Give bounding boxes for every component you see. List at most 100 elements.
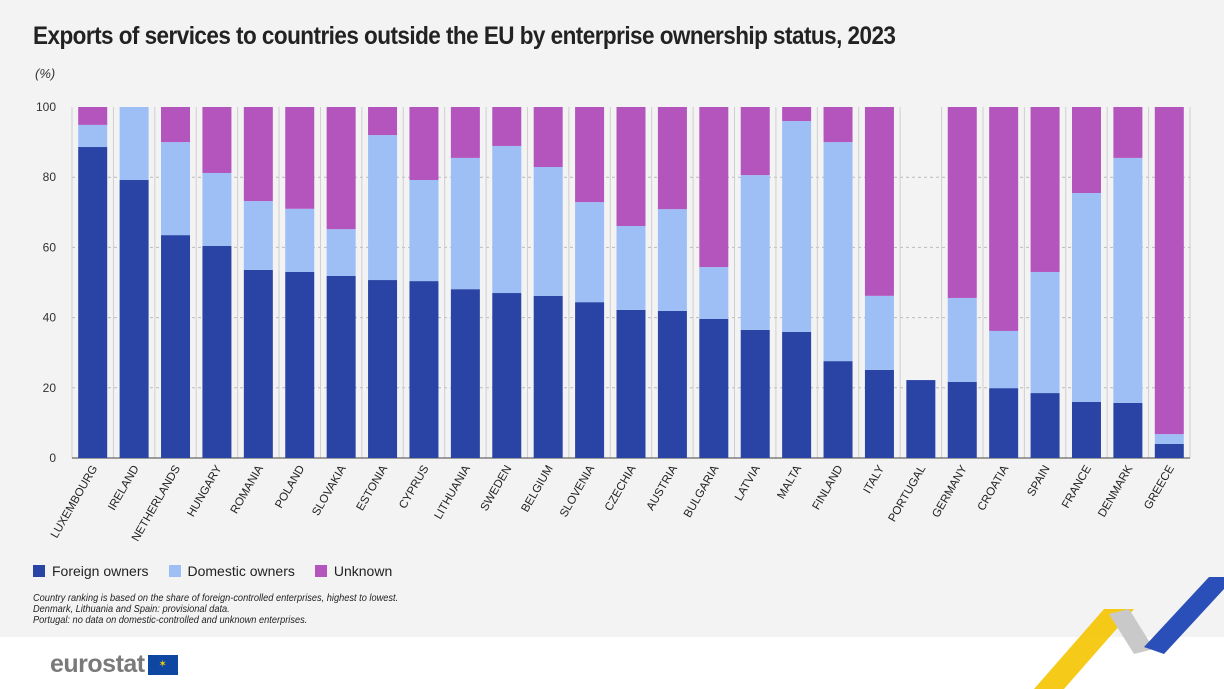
- y-tick-label: 100: [36, 100, 56, 114]
- bar-segment-unknown: [1030, 107, 1060, 272]
- bar-segment-unknown: [409, 107, 439, 181]
- chart-notes: Country ranking is based on the share of…: [33, 593, 398, 626]
- note: Country ranking is based on the share of…: [33, 592, 399, 604]
- bar-segment-domestic-owners: [699, 267, 729, 320]
- x-tick-label: ITALY: [862, 463, 888, 495]
- x-tick-label: LUXEMBOURG: [49, 463, 100, 540]
- bar-segment-unknown: [657, 107, 687, 210]
- x-tick-label: LATVIA: [733, 463, 763, 503]
- bar-segment-unknown: [450, 107, 480, 158]
- x-tick-label: CYPRUS: [397, 463, 432, 511]
- x-tick-label: SLOVENIA: [558, 463, 597, 519]
- bar-segment-foreign-owners: [161, 235, 191, 458]
- legend-item-foreign: Foreign owners: [33, 563, 149, 579]
- legend-swatch: [168, 565, 181, 577]
- bar-segment-unknown: [326, 107, 356, 230]
- bar-segment-domestic-owners: [947, 297, 977, 382]
- x-tick-label: CROATIA: [976, 463, 1012, 513]
- bar-segment-foreign-owners: [782, 331, 812, 458]
- y-tick-label: 0: [49, 451, 56, 465]
- x-tick-label: SLOVAKIA: [310, 463, 349, 518]
- bar-segment-foreign-owners: [119, 180, 149, 458]
- x-tick-label: ROMANIA: [229, 463, 266, 516]
- bar-segment-domestic-owners: [326, 229, 356, 276]
- x-tick-label: CZECHIA: [603, 463, 639, 513]
- bar-segment-foreign-owners: [285, 271, 315, 458]
- bar-segment-domestic-owners: [243, 201, 273, 270]
- x-tick-label: ESTONIA: [355, 463, 391, 513]
- bar-segment-foreign-owners: [492, 293, 522, 458]
- bar-segment-foreign-owners: [1071, 401, 1101, 458]
- y-axis-unit: (%): [35, 66, 56, 81]
- bar-segment-unknown: [989, 107, 1019, 331]
- bar-segment-foreign-owners: [450, 289, 480, 458]
- bar-segment-unknown: [1154, 107, 1184, 435]
- y-tick-label: 20: [43, 381, 57, 395]
- bar-segment-foreign-owners: [989, 388, 1019, 458]
- bar-segment-domestic-owners: [864, 295, 894, 370]
- x-tick-label: HUNGARY: [185, 463, 224, 519]
- x-tick-label: FRANCE: [1060, 463, 1094, 510]
- bar-segment-unknown: [740, 107, 770, 176]
- bar-segment-unknown: [1071, 107, 1101, 193]
- bar-segment-foreign-owners: [326, 275, 356, 458]
- bar-segment-foreign-owners: [699, 319, 729, 458]
- bar-segment-domestic-owners: [492, 145, 522, 294]
- x-tick-label: LITHUANIA: [433, 463, 474, 521]
- bar-segment-domestic-owners: [78, 124, 108, 148]
- bar-segment-foreign-owners: [906, 380, 936, 458]
- bar-segment-domestic-owners: [657, 209, 687, 311]
- bar-segment-foreign-owners: [616, 309, 646, 458]
- decorative-corner-stripes-icon: [1034, 577, 1224, 689]
- bar-segment-foreign-owners: [657, 310, 687, 458]
- bar-segment-unknown: [78, 107, 108, 125]
- x-tick-label: FINLAND: [811, 464, 846, 513]
- bar-segment-domestic-owners: [368, 135, 398, 281]
- bar-segment-unknown: [285, 107, 315, 209]
- y-tick-label: 60: [43, 240, 57, 254]
- bar-segment-domestic-owners: [989, 330, 1019, 389]
- bar-segment-domestic-owners: [161, 142, 191, 236]
- legend-label: Unknown: [333, 563, 393, 579]
- bar-segment-foreign-owners: [1113, 402, 1143, 458]
- x-tick-label: BELGIUM: [520, 464, 556, 515]
- bar-segment-foreign-owners: [243, 269, 273, 458]
- bar-segment-domestic-owners: [1030, 271, 1060, 394]
- bar-segment-foreign-owners: [1154, 443, 1184, 458]
- bar-segment-domestic-owners: [202, 172, 232, 246]
- legend-swatch: [33, 565, 45, 577]
- x-tick-label: GREECE: [1142, 463, 1177, 511]
- bar-segment-domestic-owners: [575, 202, 605, 303]
- bar-segment-domestic-owners: [285, 208, 315, 272]
- bar-segment-foreign-owners: [740, 329, 770, 458]
- logo-text: eurostat: [50, 650, 145, 678]
- x-tick-label: MALTA: [776, 463, 805, 501]
- bar-segment-unknown: [864, 107, 894, 296]
- bar-segment-unknown: [492, 107, 522, 146]
- bar-segment-foreign-owners: [368, 280, 398, 458]
- bar-segment-domestic-owners: [1113, 157, 1143, 403]
- x-tick-label: AUSTRIA: [645, 463, 680, 512]
- legend-label: Foreign owners: [52, 563, 149, 579]
- bar-segment-unknown: [533, 107, 563, 168]
- x-tick-label: PORTUGAL: [887, 463, 929, 524]
- x-tick-label: IRELAND: [106, 464, 141, 513]
- bar-segment-domestic-owners: [740, 175, 770, 330]
- bar-segment-foreign-owners: [823, 361, 853, 458]
- bar-segment-foreign-owners: [533, 295, 563, 458]
- bar-segment-unknown: [823, 107, 853, 143]
- x-tick-label: GERMANY: [930, 463, 970, 520]
- x-tick-label: DENMARK: [1096, 463, 1135, 519]
- bar-segment-foreign-owners: [947, 381, 977, 458]
- eurostat-logo: eurostat ✶: [50, 650, 178, 679]
- bar-segment-domestic-owners: [1071, 192, 1101, 402]
- bar-segment-unknown: [161, 107, 191, 143]
- x-tick-label: SPAIN: [1025, 464, 1052, 499]
- bar-segment-foreign-owners: [409, 281, 439, 458]
- bar-segment-foreign-owners: [864, 369, 894, 458]
- bar-segment-unknown: [368, 107, 398, 136]
- y-tick-label: 40: [43, 311, 57, 325]
- legend: Foreign owners Domestic owners Unknown: [33, 563, 392, 579]
- bar-segment-unknown: [1113, 107, 1143, 158]
